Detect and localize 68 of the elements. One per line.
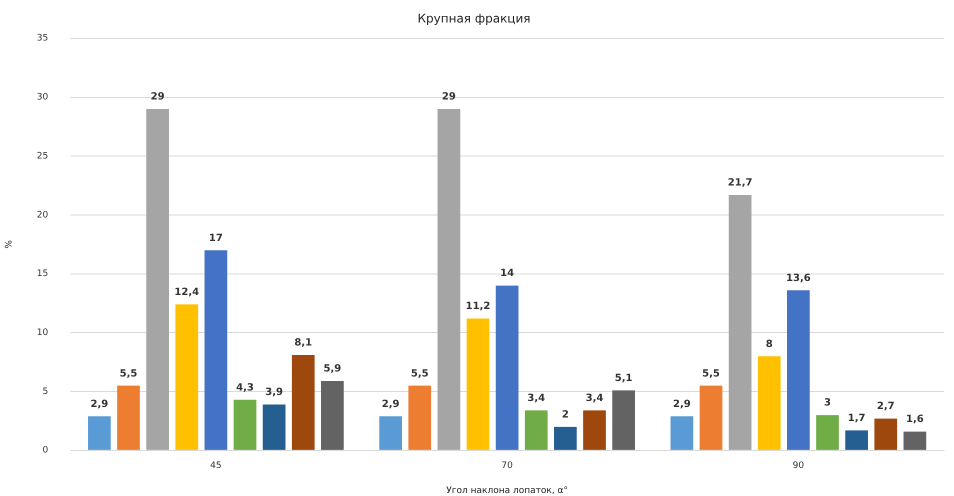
data-label: 17: [208, 232, 223, 244]
data-label: 5,9: [324, 364, 342, 375]
x-tick-label: 70: [501, 461, 514, 472]
bar: [496, 286, 518, 450]
data-label: 29: [442, 92, 456, 103]
data-label: 29: [150, 92, 165, 103]
data-label: 5,5: [410, 368, 429, 380]
bar: [816, 415, 839, 450]
bar: [874, 418, 898, 450]
y-tick-label: 10: [36, 328, 49, 338]
x-tick-label: 45: [210, 461, 222, 472]
y-tick-label: 25: [36, 151, 48, 162]
y-tick-label: 35: [36, 34, 48, 44]
data-label: 8: [766, 338, 773, 350]
bar: [438, 109, 460, 450]
bar: [321, 380, 344, 450]
bar: [728, 194, 752, 450]
bar: [262, 404, 286, 450]
bar: [146, 109, 169, 450]
data-label: 2,9: [382, 398, 400, 410]
x-axis-title: Угол наклона лопаток, α°: [446, 486, 568, 496]
bar: [379, 416, 402, 450]
y-tick-label: 20: [36, 210, 49, 220]
data-label: 12,4: [174, 287, 200, 298]
y-tick-label: 0: [42, 446, 49, 456]
data-label: 1,6: [906, 414, 924, 426]
data-label: 3: [824, 398, 832, 409]
bar: [700, 386, 722, 450]
bar: [117, 386, 140, 450]
y-tick-label: 15: [36, 269, 48, 280]
bar: [554, 426, 577, 450]
chart-title: Крупная фракция: [418, 11, 530, 26]
data-label: 11,2: [466, 301, 490, 312]
data-label: 5,1: [614, 372, 633, 384]
bar: [787, 290, 810, 450]
data-label: 21,7: [728, 178, 752, 189]
data-label: 5,5: [120, 368, 138, 380]
bar: [612, 390, 635, 450]
data-label: 3,4: [586, 392, 604, 404]
data-label: 1,7: [848, 412, 866, 424]
bar: [904, 432, 926, 450]
bar: [758, 356, 781, 450]
x-tick-label: 90: [792, 461, 804, 472]
data-label: 3,9: [265, 387, 284, 398]
bar: [845, 430, 868, 450]
y-tick-label: 5: [42, 386, 48, 397]
data-label: 13,6: [786, 272, 811, 284]
data-label: 2,9: [673, 398, 691, 410]
bar: [175, 304, 198, 450]
bar: [466, 318, 490, 450]
data-label: 2: [562, 409, 569, 420]
bar: [583, 410, 606, 450]
data-label: 5,5: [702, 368, 720, 380]
bar: [234, 400, 256, 450]
data-label: 2,9: [90, 398, 108, 410]
bar: [292, 355, 315, 450]
data-label: 8,1: [294, 338, 312, 349]
data-label: 14: [500, 268, 514, 280]
y-axis-title: %: [4, 240, 15, 249]
bar: [88, 416, 111, 450]
bar: [408, 386, 432, 450]
data-label: 4,3: [236, 382, 254, 394]
bar: [204, 250, 228, 450]
bar: [524, 410, 548, 450]
y-tick-label: 30: [36, 92, 49, 103]
bar: [670, 416, 694, 450]
data-label: 3,4: [527, 392, 546, 404]
data-label: 2,7: [876, 401, 895, 412]
